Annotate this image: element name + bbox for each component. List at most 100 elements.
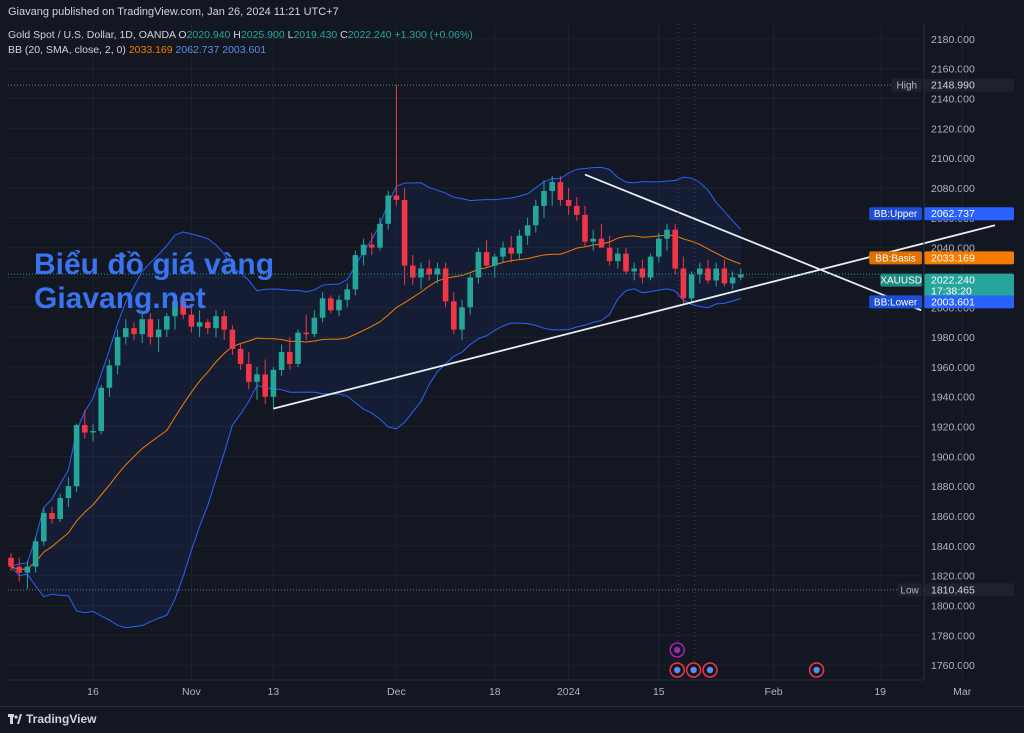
price-label-name-box (891, 78, 922, 92)
price-label-name-box (869, 251, 922, 265)
close-value: 2022.240 (347, 29, 392, 41)
open-value: 2020.940 (186, 29, 231, 41)
candle-body (188, 314, 195, 327)
candle-body (24, 566, 31, 573)
high-label: H (233, 29, 241, 41)
x-tick-label: 16 (87, 686, 99, 698)
close-label: C (340, 29, 348, 41)
candle-body (508, 247, 514, 254)
candle-body (114, 337, 121, 366)
watermark-line-1: Biểu đồ giá vàng (34, 248, 275, 281)
price-label-value: 2062.737 (931, 208, 975, 220)
y-tick-label: 2080.000 (931, 183, 975, 195)
price-chart[interactable]: 2180.000 2160.000 2140.000 2120.000 2100.000… (0, 0, 1024, 706)
candle-body (385, 195, 391, 224)
candle-body (328, 298, 334, 311)
candle-body (459, 307, 465, 330)
candle-body (229, 329, 236, 350)
price-label-name: BB:Basis (875, 253, 916, 264)
candle-body (147, 319, 154, 338)
publisher-header: Giavang published on TradingView.com, Ja… (0, 0, 1024, 24)
candle-body (155, 329, 162, 338)
candle-body (565, 199, 572, 206)
y-tick-label: 1760.000 (931, 660, 975, 672)
bb-band-fill (11, 167, 741, 628)
price-label-value: 2148.990 (931, 80, 975, 92)
open-label: O (178, 29, 187, 41)
candle-body (73, 425, 80, 487)
candle-body (8, 557, 14, 567)
candle-body (533, 205, 539, 226)
candle-body (688, 274, 695, 299)
candle-body (418, 268, 424, 278)
bb-lower-line (10, 288, 741, 629)
candle-body (237, 349, 244, 364)
candle-body (598, 238, 605, 248)
candle-body (697, 268, 703, 275)
price-label-name-box (897, 583, 922, 597)
candle-body (729, 277, 736, 284)
candle-body (451, 301, 457, 330)
candle-body (483, 252, 490, 266)
y-tick-label: 1820.000 (931, 571, 975, 583)
price-label-name: High (897, 81, 918, 92)
x-tick-label: 18 (489, 686, 501, 698)
candle-body (16, 566, 22, 573)
candle-body (180, 301, 186, 315)
price-label-value-box (924, 251, 1014, 265)
low-value: 2019.430 (293, 29, 338, 41)
y-tick-label: 1920.000 (931, 422, 975, 434)
price-label-name: BB:Upper (874, 209, 918, 220)
publisher-text: Giavang published on TradingView.com, Ja… (8, 6, 339, 18)
candle-body (664, 229, 670, 239)
price-label-name: Low (900, 585, 919, 596)
y-tick-label: 1980.000 (931, 332, 975, 344)
footer-bar: TradingView (0, 706, 1024, 733)
event-flag-icon (813, 666, 820, 674)
y-tick-label: 1960.000 (931, 362, 975, 374)
price-label-name-box (869, 207, 922, 221)
candle-body (254, 374, 260, 382)
candle-body (360, 244, 367, 256)
candle-body (672, 229, 678, 269)
candle-body (123, 328, 129, 338)
ohlc-legend-row: Gold Spot / U.S. Dollar, 1D, OANDA O2020… (8, 28, 473, 43)
candle-body (401, 199, 408, 266)
candle-body (467, 277, 473, 308)
price-label-value-box (924, 207, 1014, 221)
price-label-countdown: 17:38:20 (931, 286, 972, 298)
candle-body (738, 274, 744, 278)
y-tick-label: 1800.000 (931, 600, 975, 612)
tradingview-logo[interactable]: TradingView (8, 712, 96, 726)
bb-lower-value: 2003.601 (222, 44, 267, 56)
y-tick-label: 2160.000 (931, 64, 975, 76)
candle-body (352, 255, 359, 290)
candle-body (49, 513, 55, 519)
candle-body (311, 317, 318, 335)
candle-body (139, 319, 145, 335)
candle-body (442, 268, 449, 302)
candle-body (278, 352, 285, 370)
candle-body (541, 190, 547, 206)
candle-body (574, 205, 580, 215)
low-label: L (287, 29, 294, 41)
bb-basis-value: 2033.169 (128, 44, 173, 56)
candle-body (631, 268, 637, 272)
candle-body (647, 256, 654, 278)
candle-body (524, 225, 531, 236)
chart-legend: Gold Spot / U.S. Dollar, 1D, OANDA O2020… (8, 28, 473, 58)
candle-body (557, 182, 564, 200)
candle-body (639, 268, 646, 278)
bb-upper-value: 2062.737 (175, 44, 220, 56)
candle-body (82, 425, 88, 433)
event-flag-icon (690, 666, 697, 674)
candle-body (287, 352, 293, 364)
candle-body (221, 316, 227, 330)
candle-body (426, 268, 432, 275)
candle-body (213, 316, 219, 329)
candle-body (270, 369, 277, 397)
candle-body (336, 299, 342, 311)
candle-body (393, 195, 400, 200)
candle-body (516, 235, 523, 254)
tradingview-logo-icon (8, 714, 22, 724)
